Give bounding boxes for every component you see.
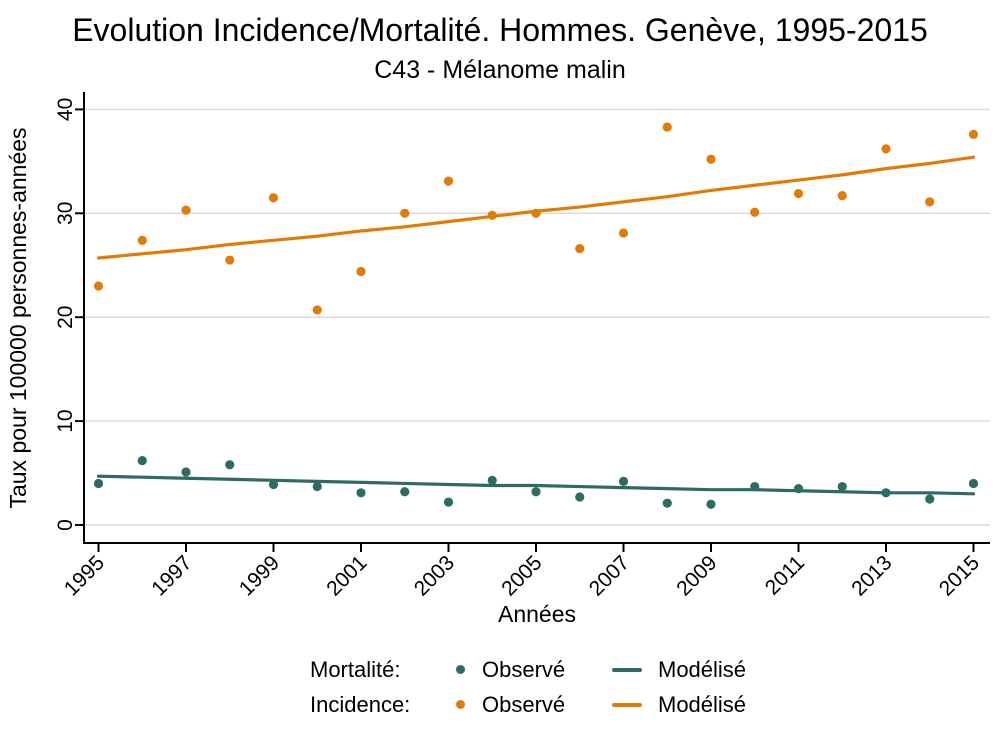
x-tick-label: 2005 (497, 551, 546, 600)
mortality-observed-point-1998 (225, 460, 235, 470)
legend-incidence-modelled-label: Modélisé (658, 691, 747, 717)
mortality-observed-point-2010 (750, 481, 760, 492)
mortality-observed-point-1999 (268, 479, 279, 490)
mortality-observed-point-2002 (400, 487, 410, 497)
incidence-observed-point-2014 (925, 197, 935, 207)
mortality-observed-point-2012 (837, 481, 847, 492)
incidence-observed-point-2003 (443, 176, 454, 186)
incidence-observed-marker-icon (456, 700, 465, 709)
y-tick-label: 40 (54, 98, 77, 121)
legend-label-incidence: Incidence: (310, 691, 411, 717)
x-tick-label: 2003 (410, 551, 459, 600)
x-tick-label: 1995 (60, 551, 109, 600)
incidence-observed-point-2015 (968, 129, 979, 139)
x-tick-label: 2011 (761, 551, 809, 599)
incidence-modelled-trend-line (96, 155, 976, 260)
y-tick-label: 0 (54, 519, 77, 531)
legend-row-incidence: Incidence: Observé Modélisé (310, 687, 746, 722)
mortality-observed-point-2006 (575, 492, 585, 502)
mortality-observed-point-1996 (137, 455, 147, 466)
mortality-modelled-line-icon (612, 667, 642, 672)
mortality-observed-point-1995 (93, 478, 104, 489)
x-tick-label: 2015 (935, 551, 984, 600)
incidence-observed-point-2008 (662, 122, 672, 132)
legend-incidence-observed-label: Observé (482, 691, 566, 717)
incidence-observed-point-1999 (268, 193, 279, 203)
y-tick-label: 20 (54, 306, 77, 329)
x-tick-label: 1997 (147, 551, 196, 600)
mortality-observed-point-2008 (662, 498, 672, 508)
x-tick-label: 1999 (235, 551, 284, 600)
legend-row-mortality: Mortalité: Observé Modélisé (310, 652, 746, 687)
incidence-observed-point-2001 (356, 266, 366, 277)
incidence-observed-point-2004 (487, 210, 497, 220)
mortality-observed-point-2001 (356, 488, 366, 498)
mortality-observed-point-2004 (487, 475, 497, 485)
chart-title: Evolution Incidence/Mortalité. Hommes. G… (72, 12, 928, 48)
incidence-observed-point-1997 (181, 205, 191, 215)
mortality-observed-point-2015 (968, 478, 979, 489)
incidence-observed-point-2006 (575, 244, 585, 254)
mortality-observed-marker-icon (456, 665, 465, 674)
x-axis-title: Années (498, 601, 576, 627)
incidence-observed-point-2005 (531, 208, 541, 218)
incidence-observed-point-2012 (837, 191, 847, 201)
incidence-observed-point-2002 (400, 208, 410, 218)
legend-mortality-observed-label: Observé (482, 656, 566, 682)
mortality-observed-point-2000 (312, 481, 322, 492)
x-tick-label: 2001 (322, 551, 371, 600)
incidence-observed-point-2010 (750, 207, 760, 217)
incidence-modelled-line-icon (612, 702, 642, 707)
y-tick-label: 30 (54, 202, 77, 225)
mortality-observed-point-2007 (618, 476, 629, 486)
mortality-observed-point-2011 (793, 484, 804, 494)
incidence-observed-point-1998 (225, 255, 235, 265)
incidence-observed-point-1996 (137, 235, 147, 245)
legend-mortality-modelled-label: Modélisé (658, 656, 747, 682)
y-tick-label: 10 (54, 409, 77, 432)
incidence-observed-point-2007 (618, 228, 629, 238)
y-axis-title: Taux pour 100000 personnes-années (5, 127, 31, 508)
mortality-observed-point-2005 (531, 487, 541, 497)
mortality-observed-point-2009 (706, 499, 716, 509)
incidence-observed-point-2011 (793, 188, 804, 199)
chart-subtitle: C43 - Mélanome malin (374, 56, 626, 84)
x-tick-label: 2009 (672, 551, 721, 600)
incidence-observed-point-2000 (312, 305, 322, 315)
mortality-observed-point-2013 (881, 488, 891, 498)
incidence-observed-point-2009 (706, 154, 716, 164)
incidence-observed-point-1995 (93, 281, 104, 291)
mortality-observed-point-2014 (925, 494, 935, 504)
legend: Mortalité: Observé Modélisé Incidence: O… (310, 652, 746, 722)
legend-label-mortality: Mortalité: (310, 656, 401, 682)
mortality-modelled-trend-line (96, 474, 976, 496)
mortality-observed-point-2003 (443, 497, 454, 507)
x-tick-label: 2013 (847, 551, 896, 600)
x-tick-label: 2007 (585, 551, 634, 600)
mortality-observed-point-1997 (181, 467, 191, 477)
incidence-observed-point-2013 (881, 144, 891, 154)
